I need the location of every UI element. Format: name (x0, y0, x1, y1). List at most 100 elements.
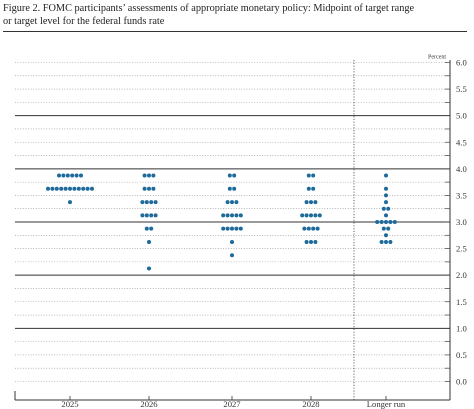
participant-dot (230, 226, 234, 231)
x-category-label: Longer run (367, 399, 406, 409)
participant-dot (381, 226, 386, 231)
participant-dot (384, 239, 388, 244)
participant-dot (144, 200, 149, 205)
participant-dot (381, 206, 386, 211)
x-category-label: 2025 (61, 399, 78, 409)
participant-dot (315, 226, 320, 231)
participant-dot (384, 193, 388, 198)
participant-dot (147, 173, 151, 178)
participant-dot (306, 186, 311, 191)
participant-dot (317, 213, 322, 218)
participant-dot (147, 239, 151, 244)
participant-dot (306, 226, 311, 231)
participant-dot (232, 186, 237, 191)
participant-dot (313, 239, 318, 244)
participant-dot (313, 200, 318, 205)
participant-dot (149, 200, 154, 205)
participant-dot (225, 200, 230, 205)
participant-dot (304, 239, 309, 244)
participant-dot (384, 200, 388, 205)
participant-dot (386, 206, 391, 211)
x-category-label: 2026 (140, 399, 158, 409)
participant-dot (153, 200, 158, 205)
participant-dot (302, 226, 307, 231)
y-tick-label: 4.5 (456, 137, 467, 147)
participant-dot (234, 213, 239, 218)
gridlines (15, 62, 450, 382)
participant-dot (221, 213, 226, 218)
participant-dot (232, 173, 237, 178)
participant-dot (238, 213, 243, 218)
participant-dot (384, 173, 388, 178)
unit-label: Percent (428, 55, 446, 61)
participant-dot (225, 213, 230, 218)
participant-dot (311, 186, 316, 191)
participant-dot (151, 186, 156, 191)
dots-layer (46, 173, 397, 271)
y-tick-label: 2.5 (456, 244, 467, 254)
participant-dot (304, 213, 309, 218)
participant-dot (234, 226, 239, 231)
participant-dot (227, 173, 232, 178)
participant-dot (85, 186, 90, 191)
participant-dot (149, 213, 154, 218)
labels-layer: 6.0 5.5 5.0 4.5 4.0 3.5 3.0 2.5 2.0 1.5 1.0 0.5 0.0 P… (61, 55, 466, 409)
participant-dot (59, 186, 64, 191)
participant-dot (50, 186, 55, 191)
figure-title-line-1: Figure 2. FOMC participants’ assessments… (3, 3, 415, 14)
participant-dot (311, 173, 316, 178)
participant-dot (230, 213, 234, 218)
participant-dot (386, 226, 391, 231)
y-tick-label: 1.0 (456, 323, 467, 333)
participant-dot (379, 220, 384, 224)
participant-dot (68, 200, 72, 205)
participant-dot (144, 213, 149, 218)
y-tick-label: 0.0 (456, 377, 467, 387)
participant-dot (313, 213, 318, 218)
participant-dot (225, 226, 230, 231)
figure-title: Figure 2. FOMC participants’ assessments… (3, 3, 468, 28)
participant-dot (151, 173, 156, 178)
y-tick-label: 6.0 (456, 58, 467, 68)
participant-dot (61, 173, 66, 178)
participant-dot (147, 186, 151, 191)
participant-dot (79, 173, 83, 178)
y-tick-label: 0.5 (456, 350, 467, 360)
participant-dot (388, 239, 393, 244)
participant-dot (392, 220, 397, 224)
participant-dot (384, 220, 388, 224)
participant-dot (90, 186, 94, 191)
participant-dot (375, 220, 380, 224)
participant-dot (309, 200, 313, 205)
participant-dot (230, 239, 234, 244)
participant-dot (384, 186, 388, 191)
participant-dot (379, 239, 384, 244)
participant-dot (70, 173, 75, 178)
participant-dot (46, 186, 50, 191)
y-tick-label: 5.0 (456, 111, 467, 121)
y-tick-label: 1.5 (456, 297, 467, 307)
participant-dot (65, 173, 70, 178)
participant-dot (140, 200, 145, 205)
participant-dot (81, 186, 86, 191)
participant-dot (304, 200, 309, 205)
participant-dot (57, 173, 61, 178)
participant-dot (230, 200, 234, 205)
participant-dot (153, 213, 158, 218)
participant-dot (311, 226, 316, 231)
participant-dot (230, 253, 234, 258)
participant-dot (142, 173, 147, 178)
participant-dot (76, 186, 81, 191)
participant-dot (54, 186, 59, 191)
participant-dot (74, 173, 79, 178)
y-tick-label: 3.5 (456, 190, 467, 200)
participant-dot (149, 226, 154, 231)
participant-dot (227, 186, 232, 191)
participant-dot (68, 186, 72, 191)
participant-dot (306, 173, 311, 178)
title-rule (3, 31, 467, 32)
y-tick-label: 3.0 (456, 217, 467, 227)
participant-dot (144, 226, 149, 231)
participant-dot (309, 239, 313, 244)
